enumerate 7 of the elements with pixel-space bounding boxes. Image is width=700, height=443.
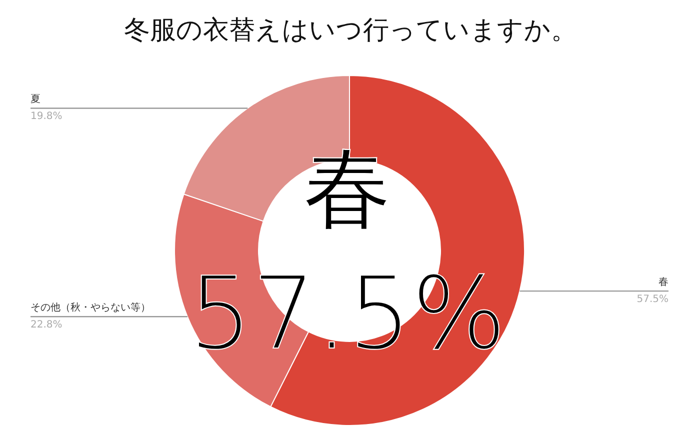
data-label: 19.8% bbox=[30, 111, 62, 122]
data-label: 22.8% bbox=[30, 320, 62, 331]
slice-label: 夏 bbox=[30, 94, 40, 106]
slice-label: その他（秋・やらない等） bbox=[30, 302, 150, 314]
slice-label: 春 bbox=[658, 277, 668, 288]
chart-title: 冬服の衣替えはいつ行っていますか。 bbox=[124, 16, 577, 46]
data-label: 57.5% bbox=[636, 294, 669, 306]
